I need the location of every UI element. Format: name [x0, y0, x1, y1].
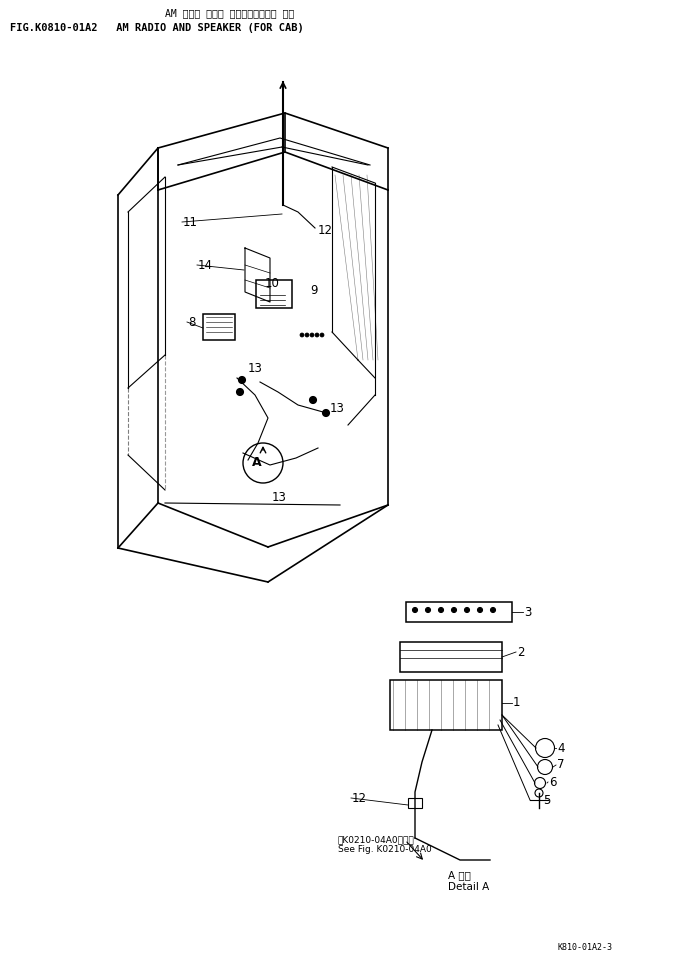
Text: 5: 5 [543, 793, 551, 807]
Bar [406, 602, 512, 622]
Text: 11: 11 [183, 215, 198, 228]
Circle shape [310, 334, 313, 337]
Text: 10: 10 [265, 276, 280, 290]
Text: 13: 13 [330, 402, 345, 415]
Bar [203, 314, 235, 340]
Text: 4: 4 [557, 742, 564, 754]
Circle shape [413, 607, 418, 613]
Circle shape [309, 397, 316, 403]
Circle shape [315, 334, 319, 337]
Circle shape [320, 334, 324, 337]
Text: 8: 8 [188, 315, 196, 329]
Text: A 詳細
Detail A: A 詳細 Detail A [448, 870, 489, 892]
Circle shape [238, 377, 245, 383]
Text: A: A [252, 455, 262, 468]
Text: 1: 1 [513, 697, 520, 709]
Text: K810-01A2-3: K810-01A2-3 [558, 943, 613, 952]
Text: 14: 14 [198, 258, 213, 272]
Circle shape [491, 607, 495, 613]
Text: 13: 13 [272, 490, 287, 504]
Circle shape [322, 409, 329, 417]
Text: AM ラジオ および スピーカ（キャブ 用）: AM ラジオ および スピーカ（キャブ 用） [165, 8, 294, 18]
Text: 12: 12 [318, 224, 333, 236]
Text: 13: 13 [248, 361, 263, 375]
Text: 12: 12 [352, 792, 367, 805]
Circle shape [464, 607, 469, 613]
Bar [408, 798, 422, 808]
Text: 7: 7 [557, 758, 564, 771]
Text: 9: 9 [310, 284, 318, 296]
Circle shape [451, 607, 457, 613]
Text: 第K0210-04A0図参照
See Fig. K0210-04A0: 第K0210-04A0図参照 See Fig. K0210-04A0 [338, 835, 432, 855]
Circle shape [300, 334, 304, 337]
Circle shape [477, 607, 482, 613]
Bar [400, 642, 502, 672]
Circle shape [438, 607, 444, 613]
Text: 6: 6 [549, 775, 557, 789]
Text: 3: 3 [524, 605, 531, 619]
Text: FIG.K0810-01A2   AM RADIO AND SPEAKER (FOR CAB): FIG.K0810-01A2 AM RADIO AND SPEAKER (FOR… [10, 23, 304, 33]
Circle shape [426, 607, 431, 613]
Text: 2: 2 [517, 645, 524, 659]
Bar [390, 680, 502, 730]
Bar [256, 280, 292, 308]
Circle shape [236, 388, 243, 396]
Circle shape [305, 334, 309, 337]
